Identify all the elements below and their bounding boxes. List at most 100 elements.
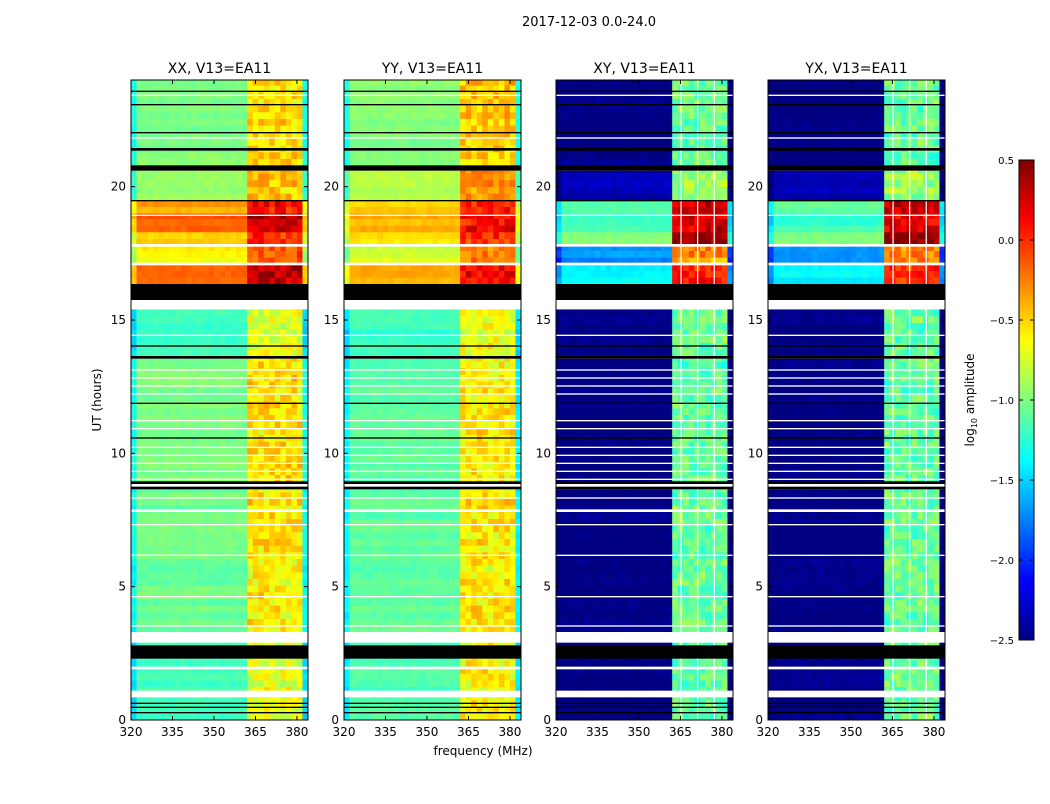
heatmap-cell <box>148 673 154 680</box>
heatmap-cell <box>477 271 483 278</box>
heatmap-cell <box>372 349 378 356</box>
heatmap-cell <box>203 475 209 482</box>
heatmap-cell <box>192 251 198 258</box>
heatmap-cell <box>344 448 350 455</box>
heatmap-cell <box>275 660 281 667</box>
heatmap-cell <box>433 401 439 408</box>
flagged-data-band <box>131 345 308 346</box>
heatmap-cell <box>460 512 466 519</box>
heatmap-cell <box>214 187 220 194</box>
missing-data-band <box>131 471 308 472</box>
heatmap-cell <box>344 713 350 720</box>
heatmap-cell <box>416 539 422 546</box>
missing-data-band <box>131 479 308 480</box>
heatmap-cell <box>148 105 154 112</box>
heatmap-cell <box>170 112 176 119</box>
heatmap-cell <box>388 368 394 375</box>
heatmap-cell <box>220 125 226 132</box>
heatmap-cell <box>253 660 259 667</box>
heatmap-cell <box>192 309 198 316</box>
heatmap-cell <box>258 119 264 126</box>
heatmap-cell <box>286 592 292 599</box>
heatmap-cell <box>388 359 394 362</box>
heatmap-cell <box>264 159 270 166</box>
heatmap-cell <box>421 381 427 388</box>
heatmap-cell <box>499 368 505 375</box>
heatmap-cell <box>280 532 286 539</box>
heatmap-cell <box>159 152 165 159</box>
heatmap-cell <box>197 152 203 159</box>
heatmap-cell <box>460 612 466 619</box>
heatmap-cell <box>344 323 350 330</box>
heatmap-cell <box>444 349 450 356</box>
heatmap-cell <box>444 368 450 375</box>
heatmap-cell <box>344 532 350 539</box>
heatmap-cell <box>137 579 143 586</box>
heatmap-cell <box>510 565 516 572</box>
heatmap-cell <box>164 525 170 532</box>
heatmap-cell <box>488 336 494 343</box>
heatmap-cell <box>258 219 264 226</box>
heatmap-cell <box>372 316 378 323</box>
heatmap-cell <box>471 565 477 572</box>
heatmap-cell <box>388 673 394 680</box>
heatmap-cell <box>455 673 461 680</box>
heatmap-cell <box>137 421 143 428</box>
heatmap-cell <box>361 673 367 680</box>
heatmap-cell <box>247 368 253 375</box>
heatmap-cell <box>291 105 297 112</box>
heatmap-cell <box>258 532 264 539</box>
heatmap-cell <box>499 381 505 388</box>
heatmap-cell <box>444 592 450 599</box>
heatmap-cell <box>361 512 367 519</box>
heatmap-cell <box>269 361 275 368</box>
heatmap-cell <box>131 612 137 619</box>
heatmap-cell <box>510 395 516 402</box>
heatmap-cell <box>148 159 154 166</box>
heatmap-cell <box>181 475 187 482</box>
heatmap-cell <box>477 349 483 356</box>
heatmap-cell <box>388 489 394 492</box>
heatmap-cell <box>377 448 383 455</box>
heatmap-cell <box>258 539 264 546</box>
heatmap-cell <box>427 539 433 546</box>
heatmap-cell <box>355 359 361 362</box>
heatmap-cell <box>208 119 214 126</box>
heatmap-cell <box>159 207 165 214</box>
heatmap-cell <box>137 180 143 187</box>
heatmap-cell <box>471 539 477 546</box>
heatmap-cell <box>410 349 416 356</box>
heatmap-cell <box>297 559 303 566</box>
heatmap-cell <box>247 525 253 532</box>
heatmap-cell <box>264 173 270 180</box>
heatmap-cell <box>236 599 242 606</box>
heatmap-cell <box>137 532 143 539</box>
heatmap-cell <box>231 408 237 415</box>
heatmap-cell <box>203 680 209 687</box>
heatmap-cell <box>242 187 248 194</box>
heatmap-cell <box>258 421 264 428</box>
heatmap-cell <box>208 207 214 214</box>
heatmap-cell <box>242 512 248 519</box>
heatmap-cell <box>297 277 303 284</box>
heatmap-cell <box>264 381 270 388</box>
heatmap-cell <box>438 572 444 579</box>
heatmap-cell <box>203 605 209 612</box>
heatmap-cell <box>131 336 137 343</box>
heatmap-cell <box>247 173 253 180</box>
heatmap-cell <box>499 309 505 316</box>
heatmap-cell <box>466 489 472 492</box>
heatmap-cell <box>455 525 461 532</box>
heatmap-cell <box>394 489 400 492</box>
heatmap-cell <box>416 277 422 284</box>
heatmap-cell <box>153 271 159 278</box>
heatmap-cell <box>214 401 220 408</box>
heatmap-cell <box>258 152 264 159</box>
flagged-data-band <box>131 104 308 105</box>
heatmap-cell <box>153 408 159 415</box>
heatmap-cell <box>153 713 159 720</box>
heatmap-cell <box>269 180 275 187</box>
heatmap-cell <box>131 559 137 566</box>
heatmap-cell <box>416 532 422 539</box>
heatmap-cell <box>258 448 264 455</box>
